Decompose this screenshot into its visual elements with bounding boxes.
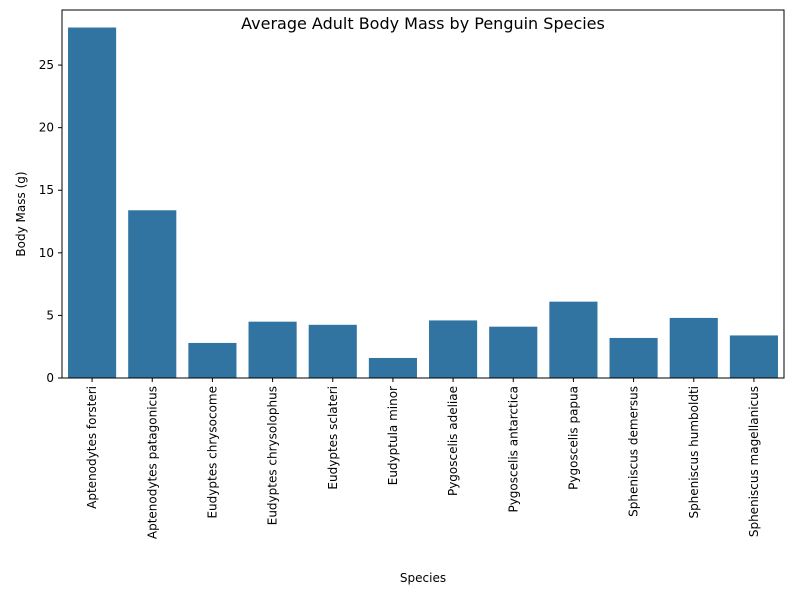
x-tick-label: Pygoscelis antarctica — [506, 386, 520, 513]
bar-spheniscus-magellanicus — [729, 335, 778, 378]
x-tick-label: Eudyptes chrysocome — [205, 386, 219, 519]
bar-pygoscelis-papua — [549, 301, 598, 378]
bar-eudyptes-sclateri — [308, 324, 357, 378]
y-tick-label: 0 — [46, 371, 54, 385]
x-tick-label: Pygoscelis papua — [566, 386, 580, 490]
x-tick-label: Eudyptes sclateri — [326, 386, 340, 490]
bar-eudyptula-minor — [368, 357, 417, 378]
y-tick-label: 25 — [39, 58, 54, 72]
y-axis-ticks: 0 5 10 15 20 25 — [39, 58, 62, 385]
y-tick-label: 10 — [39, 246, 54, 260]
bar-spheniscus-demersus — [609, 337, 658, 378]
y-axis-label: Body Mass (g) — [14, 171, 28, 256]
x-tick-label: Spheniscus magellanicus — [747, 386, 761, 537]
x-tick-label: Eudyptes chrysolophus — [266, 386, 280, 525]
y-tick-label: 5 — [46, 308, 54, 322]
bar-spheniscus-humboldti — [669, 317, 718, 378]
x-tick-label: Spheniscus demersus — [627, 386, 641, 517]
bars-layer — [68, 27, 778, 379]
bar-eudyptes-chrysolophus — [248, 321, 297, 378]
x-tick-label: Eudyptula minor — [386, 386, 400, 485]
y-tick-label: 15 — [39, 183, 54, 197]
x-tick-label: Pygoscelis adeliae — [446, 386, 460, 496]
bar-eudyptes-chrysocome — [188, 342, 237, 378]
bar-aptenodytes-forsteri — [68, 27, 117, 379]
x-axis-ticks: Aptenodytes forsteri Aptenodytes patagoni… — [85, 378, 761, 539]
bar-pygoscelis-adeliae — [429, 320, 478, 378]
x-tick-label: Aptenodytes forsteri — [85, 386, 99, 509]
chart-title: Average Adult Body Mass by Penguin Speci… — [241, 14, 605, 33]
plot-frame — [61, 9, 785, 379]
y-tick-label: 20 — [39, 121, 54, 135]
x-tick-label: Aptenodytes patagonicus — [145, 386, 159, 539]
bar-aptenodytes-patagonicus — [128, 210, 177, 378]
x-tick-label: Spheniscus humboldti — [687, 386, 701, 519]
bar-pygoscelis-antarctica — [489, 326, 538, 378]
x-axis-label: Species — [400, 571, 446, 585]
